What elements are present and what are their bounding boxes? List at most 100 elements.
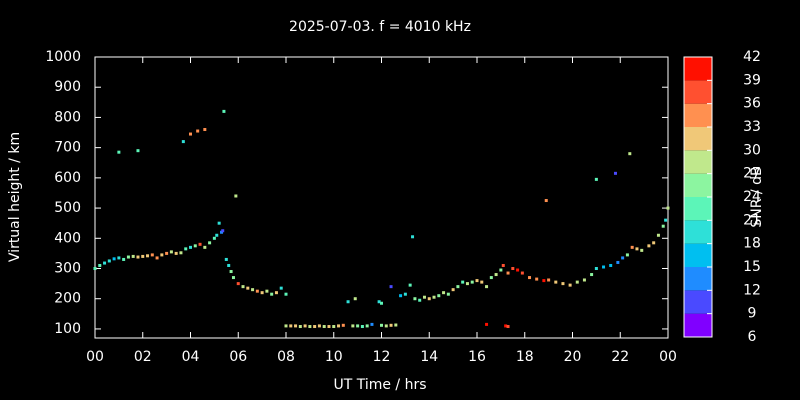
colorbar-band <box>684 267 712 291</box>
point <box>621 256 625 260</box>
point <box>370 322 374 326</box>
y-tick-label: 900 <box>54 79 81 95</box>
point <box>446 292 450 296</box>
y-tick-label: 1000 <box>45 49 81 65</box>
y-tick-label: 100 <box>54 321 81 337</box>
point <box>150 253 154 257</box>
point <box>136 149 140 153</box>
point <box>241 285 245 289</box>
chart-title: 2025-07-03. f = 4010 kHz <box>289 19 471 35</box>
point <box>489 276 493 280</box>
point <box>470 280 474 284</box>
point <box>298 325 302 329</box>
point <box>122 257 126 261</box>
x-tick-label: 22 <box>611 349 629 365</box>
x-tick-label: 20 <box>564 349 582 365</box>
point <box>647 244 651 248</box>
colorbar-band <box>684 290 712 314</box>
point <box>155 256 159 260</box>
point <box>609 263 613 267</box>
colorbar-tick-label: 9 <box>748 306 757 322</box>
point <box>346 300 350 304</box>
point <box>265 289 269 293</box>
point <box>535 277 539 281</box>
point <box>174 251 178 255</box>
colorbar-tick-label: 33 <box>743 119 761 135</box>
colorbar-tick-label: 27 <box>743 166 761 182</box>
point <box>215 233 219 237</box>
point <box>184 247 188 251</box>
point <box>389 323 393 327</box>
point <box>582 278 586 282</box>
point <box>284 292 288 296</box>
point <box>332 325 336 329</box>
y-tick-label: 600 <box>54 170 81 186</box>
point <box>411 235 415 239</box>
point <box>107 259 111 263</box>
y-tick-label: 700 <box>54 140 81 156</box>
point <box>208 241 212 245</box>
colorbar-tick-label: 21 <box>743 212 761 228</box>
point <box>189 132 192 136</box>
point <box>181 140 185 144</box>
point <box>179 251 183 255</box>
point <box>389 285 393 289</box>
point <box>640 248 644 252</box>
point <box>384 324 388 328</box>
point <box>625 253 629 257</box>
point <box>520 271 524 275</box>
point <box>317 324 321 328</box>
point <box>494 273 498 277</box>
point <box>365 324 369 328</box>
point <box>380 301 383 305</box>
point <box>103 261 107 265</box>
point <box>279 286 283 290</box>
point <box>418 298 422 302</box>
point <box>594 267 598 271</box>
point <box>575 280 579 284</box>
point <box>251 288 255 292</box>
point <box>451 288 455 292</box>
point <box>602 265 606 269</box>
colorbar-tick-label: 18 <box>743 236 761 252</box>
y-tick-label: 500 <box>54 200 81 216</box>
point <box>327 325 331 329</box>
x-tick-label: 02 <box>134 349 152 365</box>
point <box>222 109 226 113</box>
point <box>480 280 484 284</box>
colorbar-band <box>684 220 712 244</box>
x-tick-label: 00 <box>659 349 677 365</box>
colorbar-tick-label: 24 <box>743 189 761 205</box>
point <box>126 255 130 259</box>
point <box>437 294 441 298</box>
point <box>217 221 221 225</box>
point <box>506 271 510 275</box>
x-tick-label: 12 <box>373 349 391 365</box>
colorbar-tick-label: 36 <box>743 96 761 112</box>
point <box>499 268 503 272</box>
point <box>516 268 520 272</box>
point <box>568 283 572 287</box>
point <box>465 282 469 286</box>
point <box>351 324 355 328</box>
colorbar-label: SNR / dB <box>749 166 765 227</box>
point <box>160 253 164 257</box>
y-tick-label: 300 <box>54 261 81 277</box>
colorbar-band <box>684 150 712 174</box>
point <box>422 295 426 299</box>
colorbar-tick-label: 30 <box>743 142 761 158</box>
point <box>231 276 235 280</box>
x-tick-label: 00 <box>86 349 104 365</box>
point <box>432 295 436 299</box>
point <box>377 300 381 304</box>
colorbar-tick-label: 15 <box>743 259 761 275</box>
point <box>528 276 532 280</box>
point <box>220 230 224 234</box>
colorbar-tick-label: 42 <box>743 49 761 65</box>
point <box>408 283 412 287</box>
point <box>554 280 558 284</box>
colorbar-band <box>684 173 712 197</box>
point <box>313 325 317 329</box>
point <box>652 241 656 245</box>
